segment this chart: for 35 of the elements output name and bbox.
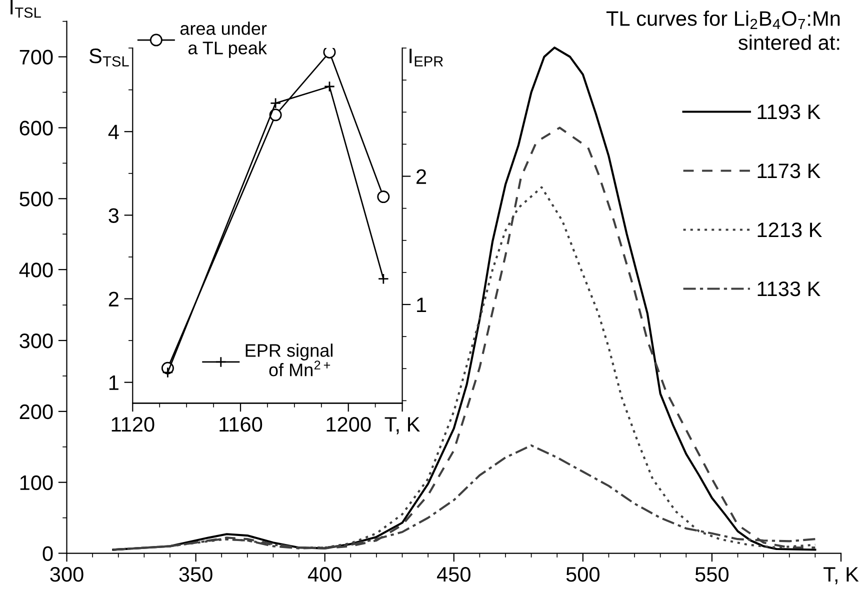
x-tick-label: 1160 (220, 416, 262, 432)
y-tick-label: 4 (108, 124, 119, 140)
x-tick-label: T, K (384, 417, 420, 434)
y-axis-title: I$_{TSL}$ (10, 0, 41, 18)
y2-tick-label: 2 (416, 169, 426, 184)
legend-label: 1213 K (758, 222, 822, 238)
legend-label: 1133 K (758, 281, 820, 296)
y-tick-label: 200 (20, 404, 53, 420)
x-tick-label: 1120 (112, 416, 154, 432)
y-tick-label: 400 (19, 262, 53, 278)
x-tick-label: 350 (179, 567, 212, 582)
x-tick-label: 1200 (326, 416, 371, 432)
x-tick-label: 550 (695, 567, 729, 582)
y2-axis-title: I$_{EPR}$ (410, 48, 443, 66)
legend-title: TL curves for Li$_{2}$B$_{4}$O$_{7}$:Mn sintered at: (606, 10, 840, 50)
legend-label: area under a TL peak (180, 22, 267, 58)
x-tick-label: 450 (436, 567, 470, 582)
y-axis-title: S$_{TSL}$ (89, 48, 129, 67)
x-tick-label: 400 (308, 567, 342, 582)
y-tick-label: 500 (20, 192, 53, 206)
y-tick-label: 600 (20, 120, 53, 136)
y-tick-label: 1 (109, 376, 118, 390)
y2-tick-label: 1 (417, 298, 426, 312)
y-tick-label: 2 (108, 292, 118, 306)
legend-label: 1193 K (758, 104, 820, 120)
y-tick-label: 100 (20, 475, 53, 490)
x-tick-label: T, K (824, 567, 859, 584)
x-tick-label: 500 (566, 567, 600, 582)
y-tick-label: 700 (20, 50, 53, 65)
y-tick-label: 3 (108, 208, 119, 223)
y-tick-label: 300 (20, 334, 53, 348)
y-tick-label: 0 (42, 546, 53, 562)
legend-label: 1173 K (758, 163, 820, 178)
legend-label: EPR signal of Mn$^{2+}$ (246, 344, 332, 376)
x-tick-label: 300 (50, 567, 84, 582)
